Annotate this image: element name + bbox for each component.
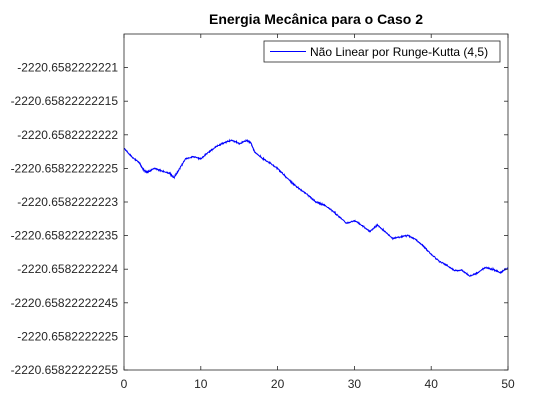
x-tick-label: 30 xyxy=(348,377,362,391)
legend-label: Não Linear por Runge-Kutta (4,5) xyxy=(310,45,488,59)
y-tick-label: -2220.6582222222 xyxy=(17,128,118,142)
y-tick-label: -2220.6582222224 xyxy=(17,262,118,276)
y-tick-label: -2220.65822222225 xyxy=(11,161,119,175)
chart-title: Energia Mecânica para o Caso 2 xyxy=(209,11,423,27)
y-tick-label: -2220.65822222235 xyxy=(11,229,119,243)
y-tick-label: -2220.6582222225 xyxy=(17,329,118,343)
series-group xyxy=(124,138,508,277)
x-axis: 0 10 20 30 40 50 xyxy=(121,34,515,391)
x-tick-label: 50 xyxy=(501,377,515,391)
y-tick-label: -2220.65822222215 xyxy=(11,94,119,108)
x-tick-label: 0 xyxy=(121,377,128,391)
y-tick-label: -2220.6582222221 xyxy=(17,61,118,75)
legend: Não Linear por Runge-Kutta (4,5) xyxy=(263,40,501,63)
y-tick-label: -2220.65822222255 xyxy=(11,363,119,377)
legend-box xyxy=(263,40,501,63)
x-tick-label: 10 xyxy=(194,377,208,391)
y-tick-label: -2220.6582222223 xyxy=(17,195,118,209)
y-axis: -2220.6582222221 -2220.65822222215 -2220.6… xyxy=(11,61,508,377)
x-tick-label: 40 xyxy=(425,377,439,391)
y-tick-label: -2220.65822222245 xyxy=(11,296,119,310)
x-tick-label: 20 xyxy=(271,377,285,391)
plot-frame xyxy=(123,33,509,371)
series-line xyxy=(124,138,508,277)
